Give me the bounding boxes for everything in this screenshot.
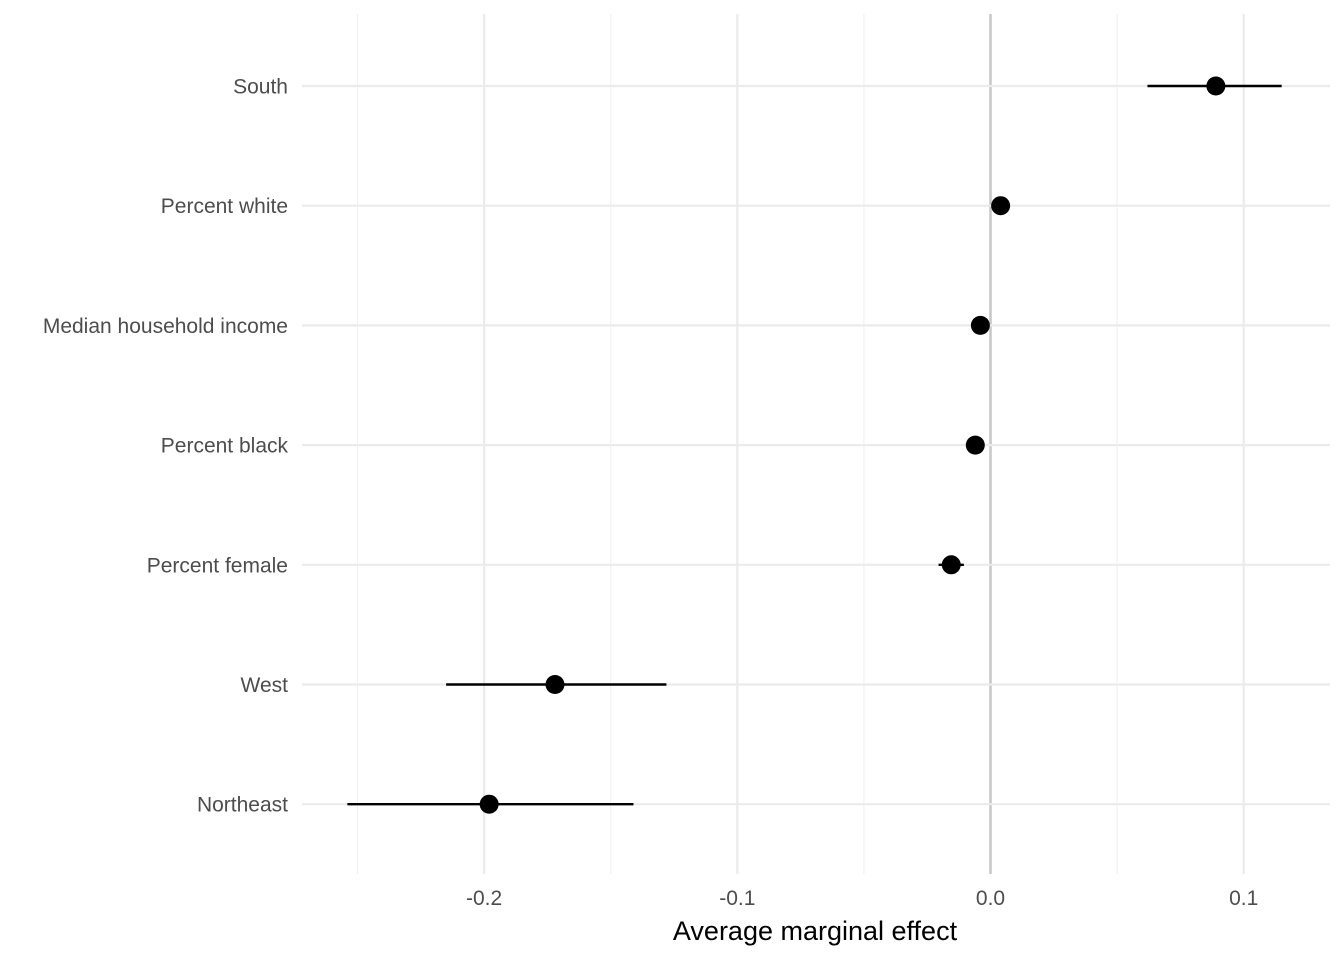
grid [302,14,1330,874]
point-estimate [479,794,499,814]
x-axis: -0.2 -0.1 0.0 0.1 [466,887,1258,910]
point-estimate [965,435,985,455]
y-category-label: Median household income [43,315,288,338]
y-category-label: Percent black [161,435,289,458]
y-category-label: South [233,76,288,99]
plot-marks [347,76,1282,814]
x-tick-label: 0.0 [976,887,1005,910]
point-estimate [1206,76,1226,96]
y-category-label: Percent female [147,554,288,577]
y-category-label: West [241,674,289,697]
point-estimate [970,315,990,335]
x-axis-title: Average marginal effect [673,916,958,946]
x-tick-label: -0.2 [466,887,502,910]
point-estimate [545,675,565,694]
y-axis: South Percent white Median household incom… [43,76,289,817]
point-estimate [941,555,961,575]
x-tick-label: 0.1 [1229,887,1258,910]
x-tick-label: -0.1 [719,887,755,910]
y-category-label: Northeast [197,794,288,817]
point-estimate [991,196,1011,216]
y-category-label: Percent white [161,195,288,218]
